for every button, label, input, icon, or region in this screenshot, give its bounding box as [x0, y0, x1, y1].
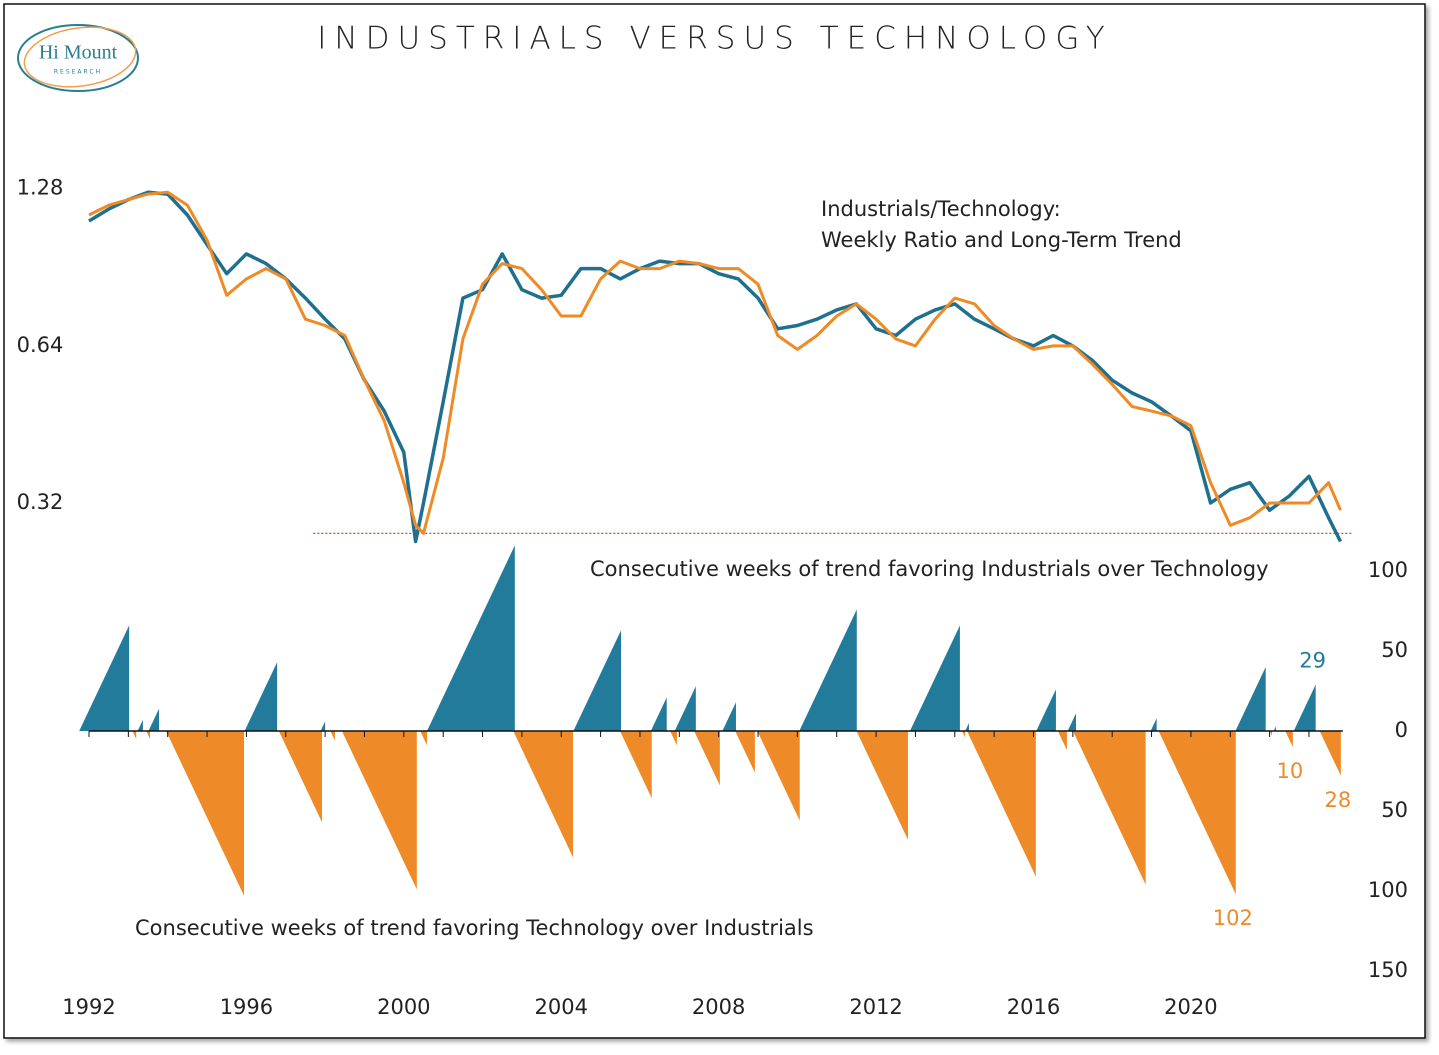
annotation: Consecutive weeks of trend favoring Tech… [135, 916, 814, 940]
streak [137, 719, 143, 731]
streak [1072, 731, 1146, 885]
annotation: Consecutive weeks of trend favoring Indu… [590, 557, 1269, 581]
logo-sub: RESEARCH [54, 69, 102, 76]
x-tick-label: 2008 [692, 995, 745, 1019]
annotation: Industrials/Technology: [821, 197, 1061, 221]
streak [966, 731, 1036, 877]
value-label: 29 [1299, 649, 1326, 673]
x-tick-label: 2000 [377, 995, 430, 1019]
value-label: 28 [1324, 788, 1351, 812]
streak [278, 731, 322, 823]
chart-title: INDUSTRIALS VERSUS TECHNOLOGY [317, 21, 1112, 57]
streak [1067, 713, 1076, 731]
streak [961, 731, 966, 738]
line-series [88, 190, 1343, 544]
streak [427, 545, 515, 731]
streak [722, 702, 736, 731]
y-tick-label: 50 [1381, 798, 1408, 822]
streak [244, 662, 278, 731]
streak [341, 731, 417, 890]
streak [1158, 731, 1236, 895]
streak [166, 731, 245, 896]
annotation: Weekly Ratio and Long-Term Trend [821, 228, 1182, 252]
streak [320, 721, 326, 731]
y-tick-label: 0.32 [17, 490, 64, 514]
streak [132, 731, 137, 739]
streak [965, 723, 969, 731]
streak [1269, 731, 1272, 736]
streak [1235, 667, 1266, 731]
y-tick-label: 100 [1368, 558, 1408, 582]
x-tick-label: 1996 [220, 995, 273, 1019]
value-label: 102 [1213, 906, 1253, 930]
streak [1285, 731, 1293, 747]
streak [420, 731, 428, 746]
x-tick-label: 2012 [849, 995, 902, 1019]
streak [735, 731, 755, 773]
y-tick-label: 50 [1381, 638, 1408, 662]
y-tick-label: 100 [1368, 878, 1408, 902]
streak [1057, 731, 1067, 751]
streak [146, 731, 150, 739]
streak [650, 697, 667, 731]
x-tick-label: 1992 [62, 995, 115, 1019]
x-tick-label: 2020 [1164, 995, 1217, 1019]
streak [513, 731, 574, 858]
streak [757, 731, 800, 821]
streak [856, 731, 908, 840]
y-tick-label: 150 [1368, 958, 1408, 982]
x-tick-label: 2004 [535, 995, 588, 1019]
streak [1036, 689, 1056, 731]
streak [79, 625, 130, 731]
streak [1150, 718, 1157, 731]
logo-ring [17, 24, 139, 92]
logo-ring [23, 26, 137, 88]
streak [1273, 726, 1276, 731]
logo-name: Hi Mount [39, 42, 118, 64]
y-tick-label: 1.28 [17, 176, 64, 200]
x-tick-label: 2016 [1007, 995, 1060, 1019]
value-label: 10 [1276, 759, 1303, 783]
streak [619, 731, 652, 799]
y-tick-label: 0 [1395, 718, 1408, 742]
logo: Hi Mount RESEARCH [17, 24, 139, 92]
line-series [88, 190, 1342, 535]
frame [3, 3, 1426, 1039]
streak [694, 731, 720, 786]
streak [1319, 731, 1341, 776]
streak [674, 686, 696, 731]
streak [799, 609, 857, 731]
streak [330, 731, 335, 741]
streak [1293, 684, 1316, 731]
streak [909, 625, 960, 731]
streak [573, 630, 622, 731]
y-tick-label: 0.64 [17, 333, 64, 357]
streak [670, 731, 677, 746]
streak [148, 708, 160, 731]
